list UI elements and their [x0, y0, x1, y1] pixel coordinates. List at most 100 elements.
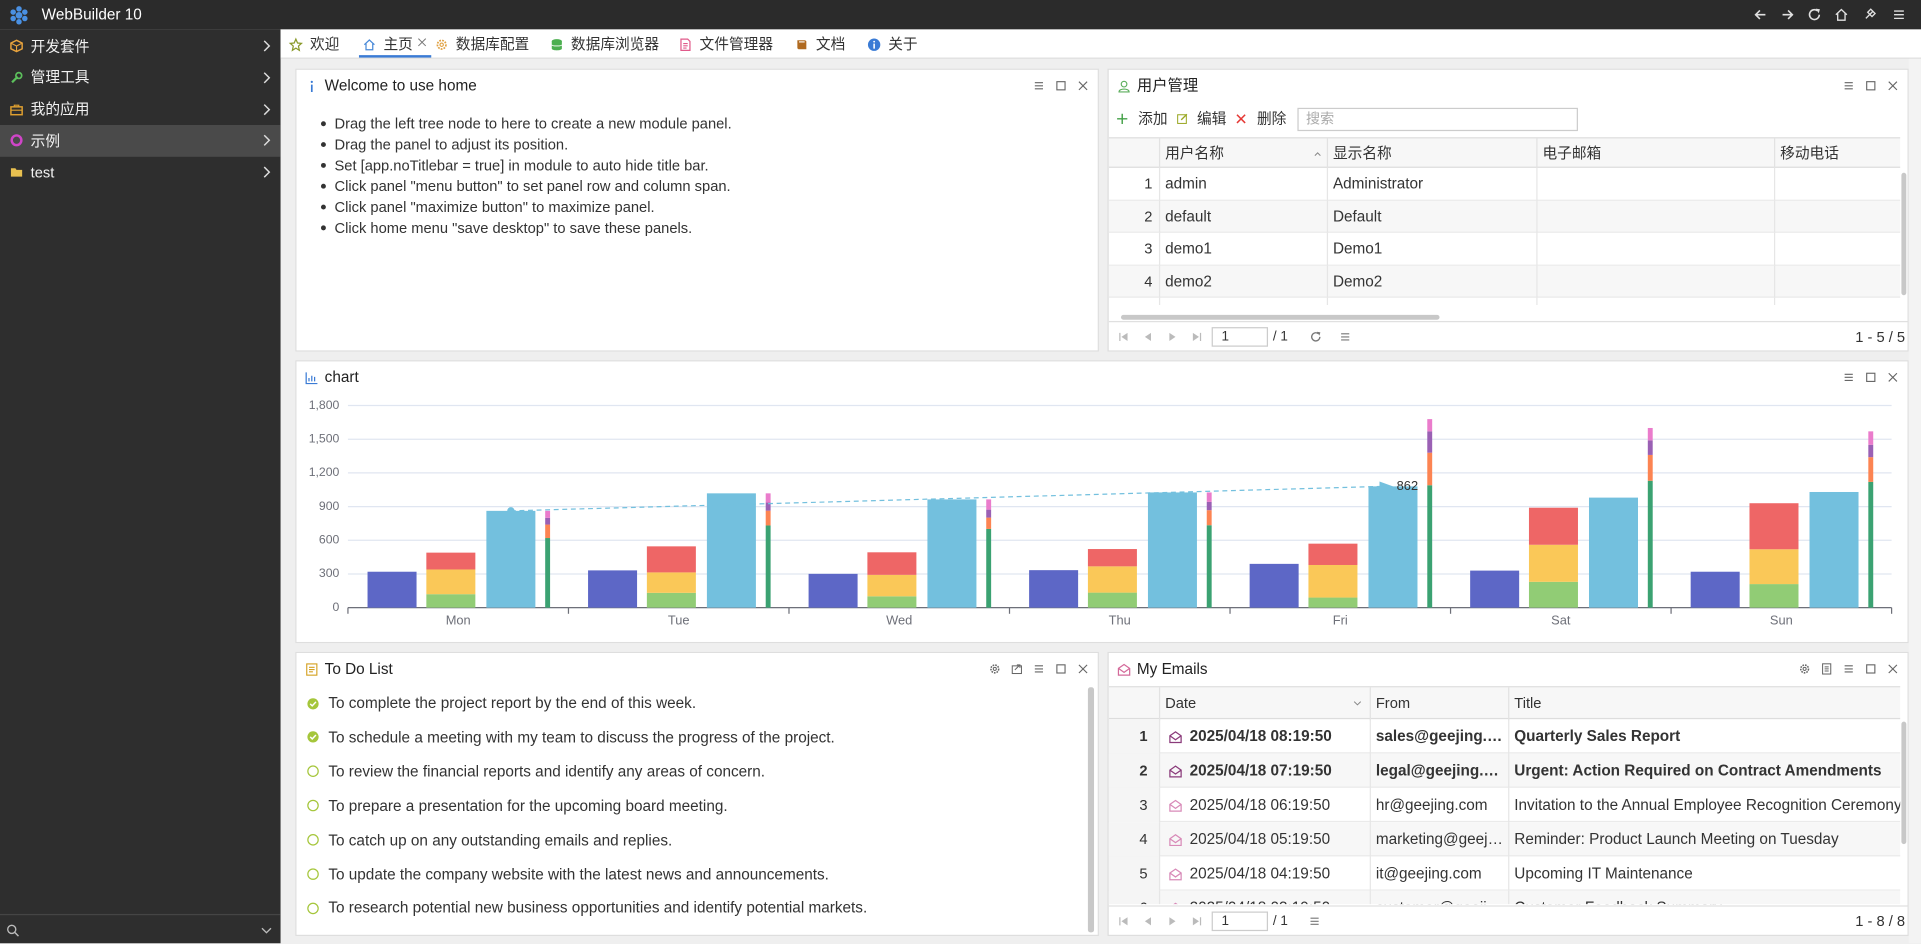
column-header[interactable]: 移动电话: [1780, 144, 1839, 162]
toolbar-button[interactable]: [1892, 7, 1907, 22]
sidebar-item[interactable]: 开发套件: [0, 31, 281, 62]
page-input[interactable]: 1: [1211, 911, 1269, 932]
column-header[interactable]: Date: [1165, 694, 1197, 712]
todo-icon[interactable]: [306, 833, 319, 846]
menu-button[interactable]: [1308, 915, 1320, 927]
tab-icon[interactable]: [434, 37, 447, 50]
sidebar-label[interactable]: 示例: [30, 132, 61, 150]
panel-tool[interactable]: [1033, 80, 1045, 92]
panel-tool[interactable]: [1843, 371, 1855, 383]
grid-row[interactable]: 5 demo3 Demo3: [1109, 297, 1900, 306]
toolbar-button[interactable]: [1780, 7, 1795, 22]
sidebar-item[interactable]: 我的应用: [0, 94, 281, 125]
todo-icon[interactable]: [306, 799, 319, 812]
todo-icon[interactable]: [306, 902, 319, 915]
pager-button[interactable]: [1166, 915, 1178, 927]
panel-tool[interactable]: [1011, 663, 1023, 675]
panel-tool[interactable]: [1055, 663, 1067, 675]
toolbar-button[interactable]: 删除: [1256, 110, 1287, 128]
pager-button[interactable]: [1191, 331, 1203, 343]
pager-button[interactable]: [1117, 915, 1129, 927]
grid-row[interactable]: 5 2025/04/18 04:19:50 it@geejing.com Upcomi…: [1108, 856, 1901, 891]
done-icon[interactable]: [306, 731, 319, 744]
column-header[interactable]: 显示名称: [1332, 144, 1392, 162]
pager-button[interactable]: [1166, 331, 1178, 343]
toolbar-button[interactable]: [1753, 7, 1768, 22]
menu-button[interactable]: [1339, 331, 1351, 343]
panel-tool[interactable]: [1887, 663, 1899, 675]
toolbar-button[interactable]: 添加: [1138, 110, 1168, 128]
expand-arrow[interactable]: [259, 166, 272, 179]
todo-icon[interactable]: [306, 765, 319, 778]
expand-arrow[interactable]: [259, 40, 272, 53]
todo-icon[interactable]: [306, 867, 319, 880]
panel-tool[interactable]: [1077, 663, 1089, 675]
sidebar-search[interactable]: [0, 913, 281, 943]
tab-icon[interactable]: [794, 37, 807, 50]
grid-row[interactable]: 3 demo1 Demo1: [1108, 232, 1901, 266]
column-header[interactable]: 电子邮箱: [1542, 144, 1602, 162]
panel-tool[interactable]: [1887, 371, 1899, 383]
panel-tool[interactable]: [1798, 663, 1810, 675]
grid-row[interactable]: 1 2025/04/18 08:19:50 sales@geejing.com Qua…: [1108, 719, 1901, 754]
tab-icon[interactable]: [549, 37, 562, 50]
tab-icon[interactable]: [867, 37, 880, 51]
toolbar-button[interactable]: [1834, 7, 1849, 22]
sidebar-item[interactable]: 示例: [0, 125, 281, 157]
delete-button[interactable]: [1235, 113, 1247, 125]
tab[interactable]: 文档: [815, 35, 846, 53]
header-cell[interactable]: [1158, 687, 1370, 721]
panel-tool[interactable]: [1887, 80, 1899, 92]
tab-icon[interactable]: [288, 36, 303, 52]
tab[interactable]: 数据库配置: [455, 35, 530, 53]
expand-arrow[interactable]: [259, 134, 272, 147]
header-cell[interactable]: [1369, 687, 1508, 721]
sidebar-label[interactable]: test: [30, 163, 55, 181]
tab[interactable]: 主页: [383, 35, 413, 53]
panel-tool[interactable]: [1077, 80, 1089, 92]
pager-button[interactable]: [1117, 331, 1129, 343]
expand-arrow[interactable]: [259, 71, 272, 84]
done-icon[interactable]: [306, 696, 319, 709]
search-input[interactable]: 搜索: [1297, 107, 1578, 132]
grid-row[interactable]: 4 demo2 Demo2: [1108, 265, 1901, 298]
tab[interactable]: 数据库浏览器: [570, 35, 660, 53]
panel-tool[interactable]: [1865, 371, 1877, 383]
header-cell[interactable]: [1536, 138, 1774, 168]
toolbar-button[interactable]: 编辑: [1196, 110, 1227, 128]
panel-tool[interactable]: [1865, 80, 1877, 92]
grid-row[interactable]: 1 admin Administrator: [1108, 167, 1901, 201]
panel-tool[interactable]: [989, 663, 1001, 675]
panel-tool[interactable]: [1821, 663, 1833, 675]
panel-tool[interactable]: [1843, 663, 1855, 675]
sidebar-item[interactable]: 管理工具: [0, 62, 281, 93]
header-cell[interactable]: [1773, 138, 1900, 168]
search-placeholder[interactable]: 搜索: [1305, 112, 1335, 128]
sidebar-label[interactable]: 我的应用: [30, 100, 90, 118]
panel-tool[interactable]: [1033, 663, 1045, 675]
add-button[interactable]: [1116, 113, 1128, 125]
grid-row[interactable]: 6 2025/04/18 03:19:50 customer@geejing.com…: [1108, 890, 1901, 905]
tab[interactable]: 文件管理器: [699, 35, 774, 53]
tab-close[interactable]: [416, 36, 427, 47]
column-header[interactable]: 用户名称: [1165, 144, 1224, 162]
tab[interactable]: 关于: [888, 35, 918, 53]
column-header[interactable]: Title: [1514, 694, 1542, 712]
sidebar-label[interactable]: 开发套件: [30, 37, 90, 55]
tab-icon[interactable]: [678, 37, 691, 51]
panel-tool[interactable]: [1843, 80, 1855, 92]
expand-arrow[interactable]: [259, 103, 272, 116]
grid-row[interactable]: 2 default Default: [1108, 200, 1901, 233]
pager-button[interactable]: [1191, 915, 1203, 927]
header-cell[interactable]: [1326, 138, 1536, 168]
header-cell[interactable]: [1158, 138, 1327, 168]
column-header[interactable]: From: [1375, 694, 1411, 712]
pager-button[interactable]: [1142, 331, 1154, 343]
pager-button[interactable]: [1142, 915, 1154, 927]
toolbar-button[interactable]: [1807, 7, 1822, 22]
refresh-button[interactable]: [1310, 331, 1322, 343]
grid-row[interactable]: 3 2025/04/18 06:19:50 hr@geejing.com Invita…: [1108, 787, 1901, 823]
toolbar-button[interactable]: [1862, 7, 1877, 22]
tab-icon[interactable]: [362, 37, 375, 50]
grid-row[interactable]: 2 2025/04/18 07:19:50 legal@geejing.com Urg…: [1108, 753, 1901, 788]
